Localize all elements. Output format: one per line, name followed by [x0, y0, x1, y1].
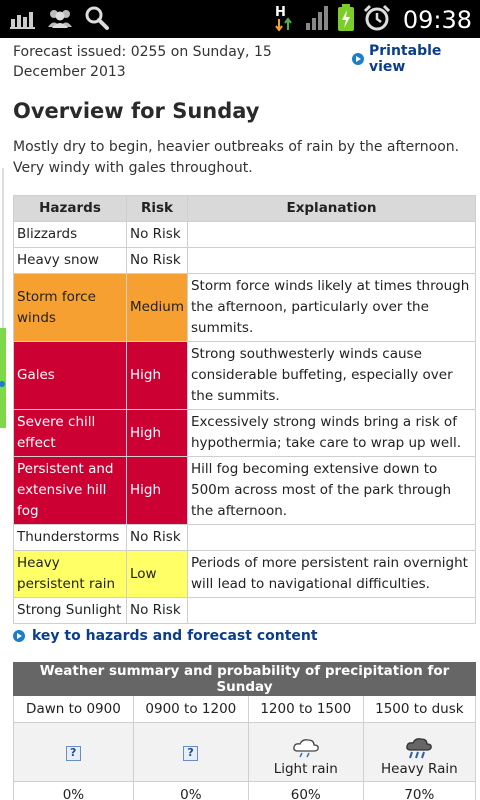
hazard-explanation — [186, 524, 477, 551]
conditions-row: Light rain Heavy Rain — [13, 722, 477, 782]
hazard-risk: Medium — [126, 273, 188, 342]
hazard-risk: High — [126, 456, 188, 525]
hazard-name: Persistent and extensive hill fog — [13, 456, 127, 525]
hazard-explanation — [186, 597, 477, 624]
missing-image-icon — [65, 746, 81, 761]
group-icon — [46, 7, 74, 33]
weather-summary-title: Weather summary and probability of preci… — [13, 662, 476, 696]
heavy-rain-icon — [406, 738, 433, 759]
alarm-icon — [363, 4, 391, 36]
search-icon — [84, 5, 110, 35]
status-bar: H 09:38 — [0, 0, 480, 38]
key-to-hazards-link[interactable]: key to hazards and forecast content — [13, 628, 318, 644]
hazard-name: Strong Sunlight — [13, 597, 127, 624]
hazard-explanation: Storm force winds likely at times throug… — [186, 273, 477, 342]
hazard-row: Heavy snow No Risk — [13, 247, 477, 274]
hazard-row: Storm force winds Medium Storm force win… — [13, 273, 477, 342]
hazard-explanation: Periods of more persistent rain overnigh… — [186, 550, 477, 598]
hazard-risk: No Risk — [126, 221, 188, 248]
condition-cell: Heavy Rain — [362, 722, 477, 782]
condition-cell — [132, 722, 249, 782]
precipitation-probability: 70% — [362, 781, 477, 800]
condition-cell: Light rain — [247, 722, 364, 782]
network-label: H — [275, 5, 286, 20]
battery-charging-icon — [337, 4, 355, 36]
signal-icon — [305, 5, 329, 35]
missing-image-icon — [183, 746, 199, 761]
hazard-explanation: Excessively strong winds bring a risk of… — [186, 409, 477, 457]
hazard-explanation — [186, 221, 477, 248]
overview-title: Overview for Sunday — [13, 99, 260, 123]
arrow-bullet-icon — [352, 53, 364, 65]
precipitation-probability: 0% — [13, 781, 134, 800]
condition-cell — [13, 722, 134, 782]
hazard-name: Thunderstorms — [13, 524, 127, 551]
hazard-name: Heavy snow — [13, 247, 127, 274]
hazard-risk: No Risk — [126, 247, 188, 274]
light-rain-icon — [292, 739, 319, 758]
printable-view-label[interactable]: Printable view — [369, 43, 442, 75]
forecast-issued: Forecast issued: 0255 on Sunday, 15 Dece… — [13, 44, 272, 80]
hspa-data-icon: H — [273, 3, 297, 37]
hazard-row: Blizzards No Risk — [13, 221, 477, 248]
hazard-name: Heavy persistent rain — [13, 550, 127, 598]
hazards-column-header: Hazards — [13, 195, 127, 222]
hazard-row: Thunderstorms No Risk — [13, 524, 477, 551]
hazards-table: Hazards Risk Explanation Blizzards No Ri… — [13, 195, 477, 624]
hazard-risk: Low — [126, 550, 188, 598]
hazard-risk: High — [126, 341, 188, 410]
weather-summary-table: Weather summary and probability of preci… — [13, 662, 477, 800]
overview-text: Mostly dry to begin, heavier outbreaks o… — [13, 139, 460, 176]
hazard-row: Strong Sunlight No Risk — [13, 597, 477, 624]
hazard-name: Severe chill effect — [13, 409, 127, 457]
hazard-row: Persistent and extensive hill fog High H… — [13, 456, 477, 525]
condition-label: Light rain — [273, 761, 338, 777]
clock-time: 09:38 — [402, 6, 472, 34]
risk-column-header: Risk — [126, 195, 188, 222]
probability-row: 0% 0% 60% 70% — [13, 781, 477, 800]
period-label: 0900 to 1200 — [132, 695, 249, 723]
hazard-explanation: Strong southwesterly winds cause conside… — [186, 341, 477, 410]
precipitation-probability: 0% — [132, 781, 249, 800]
bar-chart-icon — [10, 7, 36, 33]
page-content[interactable]: Forecast issued: 0255 on Sunday, 15 Dece… — [0, 38, 480, 800]
hazard-row: Severe chill effect High Excessively str… — [13, 409, 477, 457]
key-to-hazards-label[interactable]: key to hazards and forecast content — [32, 628, 318, 644]
hazard-risk: No Risk — [126, 524, 188, 551]
hazard-row: Heavy persistent rain Low Periods of mor… — [13, 550, 477, 598]
hazards-header-row: Hazards Risk Explanation — [13, 195, 477, 222]
hazard-name: Gales — [13, 341, 127, 410]
periods-row: Dawn to 0900 0900 to 1200 1200 to 1500 1… — [13, 695, 477, 723]
hazard-name: Blizzards — [13, 221, 127, 248]
hazard-name: Storm force winds — [13, 273, 127, 342]
arrow-bullet-icon — [13, 630, 25, 642]
printable-view-link[interactable]: Printable view — [352, 43, 480, 75]
hazard-risk: No Risk — [126, 597, 188, 624]
hazard-row: Gales High Strong southwesterly winds ca… — [13, 341, 477, 410]
hazard-risk: High — [126, 409, 188, 457]
explanation-column-header: Explanation — [186, 195, 477, 222]
period-label: 1500 to dusk — [362, 695, 477, 723]
hazard-explanation: Hill fog becoming extensive down to 500m… — [186, 456, 477, 525]
period-label: Dawn to 0900 — [13, 695, 134, 723]
hazard-explanation — [186, 247, 477, 274]
precipitation-probability: 60% — [247, 781, 364, 800]
map-edge-strip — [0, 38, 6, 800]
condition-label: Heavy Rain — [381, 761, 458, 777]
period-label: 1200 to 1500 — [247, 695, 364, 723]
